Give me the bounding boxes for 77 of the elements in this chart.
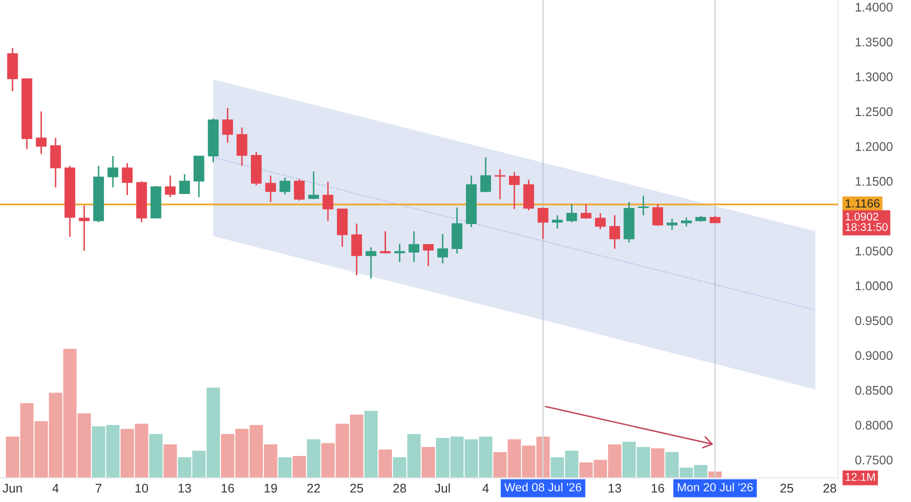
x-tick-label: 25 xyxy=(780,484,794,493)
candlestick xyxy=(280,176,290,196)
candlestick xyxy=(652,203,664,226)
bar xyxy=(422,446,435,478)
y-tick-label: 1.0500 xyxy=(856,246,893,256)
candlestick xyxy=(222,107,233,144)
text: 12.1M xyxy=(846,473,875,481)
y-tick-label: 0.8500 xyxy=(855,386,893,395)
x-tick-label: Jul xyxy=(434,483,450,493)
x-tick-label: 19 xyxy=(264,484,277,493)
x-tick-label: 28 xyxy=(823,484,836,493)
x-tick-label: 4 xyxy=(52,484,59,493)
candlestick xyxy=(308,170,319,200)
text: 1.0902 18:31:50 xyxy=(846,212,888,231)
candlestick xyxy=(294,178,305,202)
candlestick xyxy=(422,244,434,267)
y-tick-label: 1.3500 xyxy=(856,38,893,46)
y-tick-label: 1.4000 xyxy=(856,2,893,12)
y-tick-label: 1.3000 xyxy=(856,72,893,82)
y-tick-label: 0.9500 xyxy=(855,316,893,326)
candlestick xyxy=(50,137,61,188)
candlestick xyxy=(681,216,692,228)
x-tick-label: 4 xyxy=(482,484,489,493)
candlestick xyxy=(408,230,420,263)
x-tick-label: 25 xyxy=(350,484,364,493)
x-tick-label: 13 xyxy=(608,484,622,493)
candlestick xyxy=(164,174,176,198)
y-tick-label: 0.9000 xyxy=(855,351,893,360)
candlestick xyxy=(394,243,406,263)
candlestick xyxy=(108,155,118,188)
y-tick-label: 1.2000 xyxy=(856,142,893,151)
candlestick xyxy=(580,203,592,220)
y-tick-label: 1.2500 xyxy=(856,107,893,116)
y-tick-label: 0.7500 xyxy=(855,456,893,464)
bar xyxy=(364,410,378,478)
ref-line-label: Mon 20 Jul '26 xyxy=(678,482,753,492)
y-tick-label: 1.0000 xyxy=(856,281,893,290)
ref-line-label: 1.1166 xyxy=(846,199,880,208)
candlestick xyxy=(122,162,133,196)
bar xyxy=(278,457,292,478)
candlestick xyxy=(609,214,620,250)
candlestick xyxy=(437,233,448,264)
x-tick-label: 7 xyxy=(96,484,102,493)
x-tick-label: 28 xyxy=(393,484,406,493)
x-tick-label: 16 xyxy=(222,484,234,493)
candlestick xyxy=(380,230,391,254)
candlestick xyxy=(494,168,506,200)
candlestick xyxy=(179,173,190,194)
candlestick xyxy=(538,206,548,240)
bar xyxy=(306,439,320,478)
x-tick-label: Jun xyxy=(2,484,22,493)
bar xyxy=(378,450,392,478)
candlestick xyxy=(523,179,534,212)
candlestick xyxy=(236,126,248,166)
candlestick xyxy=(666,218,678,231)
candlestick xyxy=(36,110,47,155)
x-tick-label: 10 xyxy=(136,484,148,493)
y-tick-label: 1.1500 xyxy=(856,176,893,186)
bar xyxy=(149,434,163,478)
bar xyxy=(292,456,306,478)
candlestick xyxy=(351,222,362,276)
candlestick xyxy=(265,174,276,203)
y-tick-label: 0.8000 xyxy=(855,420,893,430)
ref-line-label: Wed 08 Jul '26 xyxy=(504,482,582,492)
candlestick xyxy=(366,246,376,280)
candlestick xyxy=(594,212,606,230)
bar xyxy=(164,444,177,478)
candlestick xyxy=(322,181,334,222)
candlestick xyxy=(78,204,90,252)
candlestick xyxy=(638,195,649,216)
candlestick xyxy=(508,171,520,210)
bar xyxy=(651,448,664,478)
x-tick-label: 13 xyxy=(178,484,191,493)
x-tick-label: 16 xyxy=(652,484,664,493)
candlestick xyxy=(480,156,492,193)
candlestick xyxy=(566,203,578,223)
x-tick-label: 22 xyxy=(307,484,320,493)
